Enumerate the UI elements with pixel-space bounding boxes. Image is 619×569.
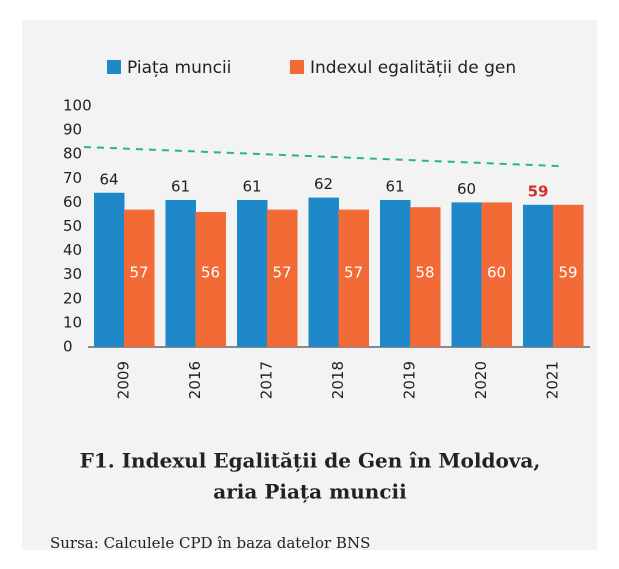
y-tick-label: 40 xyxy=(63,241,82,259)
source: Sursa: Calculele CPD în baza datelor BNS xyxy=(50,534,370,552)
y-tick-label: 30 xyxy=(63,265,82,283)
bar xyxy=(523,204,554,347)
chart-title: F1. Indexul Egalității de Gen în Moldova… xyxy=(80,449,541,473)
legend-label: Indexul egalității de gen xyxy=(310,58,516,78)
x-tick-label: 2020 xyxy=(472,361,490,399)
x-tick-label: 2018 xyxy=(329,361,347,399)
value-label: 64 xyxy=(99,170,118,188)
bar xyxy=(451,202,482,347)
value-label: 59 xyxy=(528,182,549,200)
bar xyxy=(553,204,584,347)
legend-label: Piața muncii xyxy=(127,58,231,78)
y-tick-label: 70 xyxy=(63,169,82,187)
value-label: 57 xyxy=(129,264,148,282)
bar xyxy=(165,199,196,347)
x-tick-label: 2016 xyxy=(186,361,204,399)
y-tick-label: 60 xyxy=(63,193,82,211)
value-label: 61 xyxy=(242,177,261,195)
bar xyxy=(124,209,155,347)
y-tick-label: 0 xyxy=(63,338,73,356)
bar xyxy=(481,202,512,347)
value-label: 57 xyxy=(344,264,363,282)
legend-swatch xyxy=(290,60,304,74)
value-label: 57 xyxy=(272,264,291,282)
bar xyxy=(195,212,226,347)
value-label: 59 xyxy=(558,264,577,282)
bar xyxy=(338,209,369,347)
x-tick-label: 2009 xyxy=(115,361,133,399)
y-tick-label: 90 xyxy=(63,121,82,139)
trend-line xyxy=(83,145,564,168)
bar xyxy=(308,197,339,347)
value-label: 60 xyxy=(487,264,506,282)
legend-swatch xyxy=(107,60,121,74)
value-label: 61 xyxy=(385,177,404,195)
y-tick-label: 20 xyxy=(63,289,82,307)
value-label: 56 xyxy=(201,264,220,282)
value-label: 61 xyxy=(171,177,190,195)
y-tick-label: 100 xyxy=(63,97,92,115)
bar xyxy=(237,199,268,347)
bar xyxy=(94,192,125,347)
value-label: 60 xyxy=(457,180,476,198)
bar xyxy=(410,207,441,347)
x-tick-label: 2017 xyxy=(258,361,276,399)
x-tick-label: 2019 xyxy=(401,361,419,399)
y-tick-label: 10 xyxy=(63,313,82,331)
bar xyxy=(267,209,298,347)
value-label: 62 xyxy=(314,175,333,193)
value-label: 58 xyxy=(415,264,434,282)
x-tick-label: 2021 xyxy=(544,361,562,399)
y-tick-label: 80 xyxy=(63,145,82,163)
bar xyxy=(380,199,411,347)
chart-title: aria Piața muncii xyxy=(213,480,407,504)
y-tick-label: 50 xyxy=(63,217,82,235)
